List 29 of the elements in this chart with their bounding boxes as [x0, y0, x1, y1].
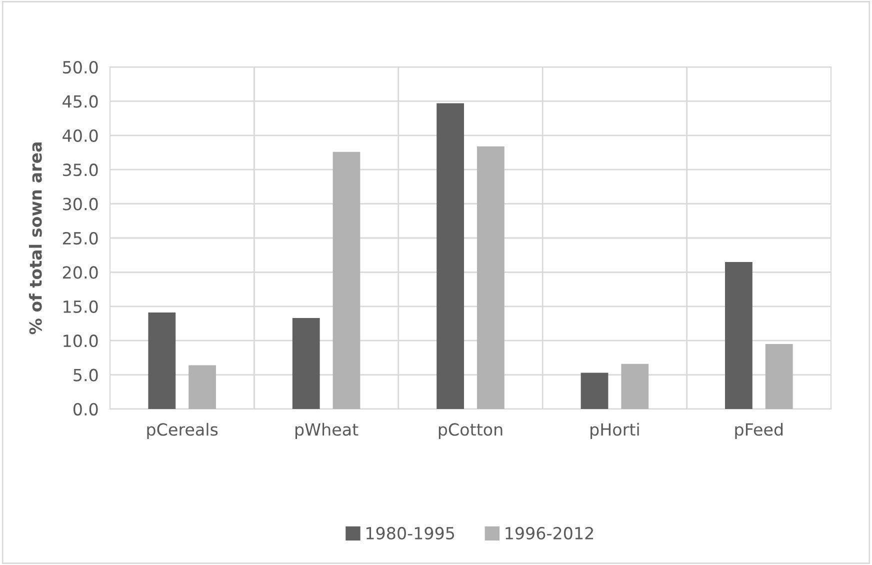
bar [332, 152, 360, 409]
bar [580, 372, 608, 409]
legend-label: 1980-1995 [366, 526, 454, 540]
y-tick-label: 15.0 [64, 300, 98, 313]
x-tick-label: pCereals [147, 422, 218, 440]
bar [765, 344, 793, 409]
y-tick-label: 5.0 [74, 368, 98, 382]
y-tick-label: 50.0 [63, 60, 98, 74]
legend-label: 1996-2012 [506, 526, 594, 540]
bar [725, 262, 752, 409]
bar [148, 312, 176, 409]
y-tick-label: 20.0 [63, 266, 98, 279]
x-tick-label: pHorti [590, 422, 639, 440]
y-tick-label: 35.0 [63, 164, 98, 176]
y-tick-label: 25.0 [63, 232, 98, 245]
y-tick-label: 0.0 [73, 402, 98, 416]
x-tick-label: pFeed [735, 422, 783, 440]
bar [188, 365, 216, 409]
bar [476, 146, 504, 409]
y-tick-label: 40.0 [62, 129, 98, 142]
x-tick-label: pWheat [296, 422, 358, 440]
y-tick-label: 45.0 [62, 95, 98, 108]
y-axis-title: % of total sown area [28, 142, 42, 334]
y-tick-label: 10.0 [64, 334, 98, 348]
y-tick-label: 30.0 [63, 198, 98, 210]
x-tick-label: pCotton [438, 423, 502, 440]
bar [436, 103, 464, 409]
bar [621, 364, 649, 409]
bar [292, 318, 320, 409]
